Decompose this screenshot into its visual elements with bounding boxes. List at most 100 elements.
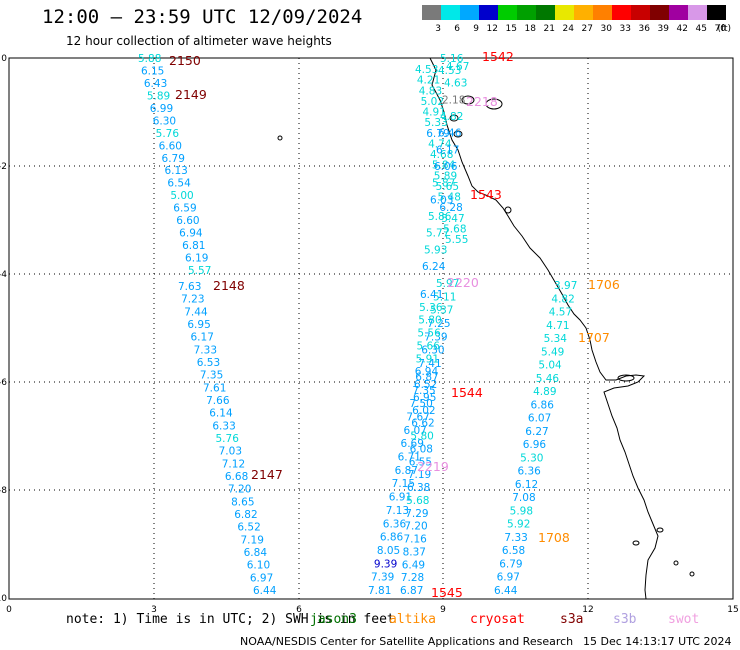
- wave-height-value: 6.96: [523, 439, 547, 451]
- map-title: 12:00 – 23:59 UTC 12/09/2024: [42, 6, 363, 28]
- wave-height-value: 2.18: [442, 94, 465, 106]
- colorbar-swatch: [422, 5, 441, 20]
- colorbar-swatch: [574, 5, 593, 20]
- wave-height-value: 6.46: [438, 128, 462, 140]
- wave-height-value: 7.19: [241, 534, 264, 546]
- colorbar-label: 33: [620, 24, 631, 34]
- colorbar-swatch: [593, 5, 612, 20]
- wave-height-value: 5.84: [432, 160, 456, 172]
- wave-height-value: 4.89: [533, 386, 556, 398]
- wave-height-value: 6.13: [164, 165, 187, 177]
- wave-height-value: 6.30: [153, 115, 176, 127]
- colorbar-swatch: [479, 5, 498, 20]
- wave-height-value: 6.82: [234, 509, 257, 521]
- wave-height-value: 5.91: [416, 353, 439, 365]
- wave-height-value: 6.94: [415, 366, 439, 378]
- wave-height-value: 6.30: [421, 345, 444, 357]
- wave-height-value: 6.24: [422, 261, 446, 273]
- wave-height-value: 7.20: [228, 484, 251, 496]
- wave-height-value: 5.87: [432, 178, 455, 190]
- island: [656, 527, 664, 533]
- wave-height-value: 8.05: [377, 545, 400, 557]
- wave-height-value: 7.41: [418, 358, 441, 370]
- wave-height-value: 6.03: [430, 194, 453, 206]
- colorbar-swatch: [517, 5, 536, 20]
- wave-height-value: 7.12: [222, 458, 245, 470]
- wave-height-value: 4.67: [446, 61, 469, 73]
- colorbar-swatch: [498, 5, 517, 20]
- wave-height-value: 6.41: [420, 289, 443, 301]
- wave-height-value: 7.50: [409, 398, 432, 410]
- wave-height-value: 7.28: [401, 572, 424, 584]
- wave-height-value: 5.04: [538, 360, 562, 372]
- generated-timestamp: 15 Dec 14:13:17 UTC 2024: [583, 635, 732, 648]
- wave-height-value: 6.62: [411, 418, 434, 430]
- wave-height-value: 6.17: [436, 144, 459, 156]
- wave-height-value: 5.98: [510, 505, 533, 517]
- wave-height-value: 5.30: [520, 452, 543, 464]
- colorbar-label: 6: [454, 24, 460, 34]
- wave-height-value: 7.15: [392, 478, 415, 490]
- colorbar-label: 36: [639, 24, 651, 34]
- colorbar-swatch: [536, 5, 555, 20]
- island: [617, 374, 635, 382]
- wave-height-value: 6.08: [410, 443, 433, 455]
- colorbar-label: 12: [487, 24, 498, 34]
- colorbar-label: 3: [435, 24, 441, 34]
- wave-height-value: 6.36: [517, 466, 541, 478]
- x-tick-label: 0: [6, 605, 12, 612]
- wave-height-value: 6.94: [179, 228, 203, 240]
- wave-height-value: 6.36: [383, 518, 407, 530]
- wave-height-value: 4.53: [415, 64, 438, 76]
- colorbar-swatch: [707, 5, 726, 20]
- wave-height-value: 5.80: [418, 315, 441, 327]
- wave-height-value: 6.52: [414, 379, 437, 391]
- colorbar-swatch: [555, 5, 574, 20]
- wave-height-value: 5.68: [443, 223, 466, 235]
- wave-height-value: 6.44: [494, 585, 518, 597]
- pass-label: 1706: [588, 277, 620, 292]
- wave-height-value: 5.56: [417, 328, 441, 340]
- colorbar-label: 45: [696, 24, 707, 34]
- wave-height-value: 6.07: [528, 413, 551, 425]
- legend-item-s3b: s3b: [613, 612, 637, 627]
- wave-height-value: 4.82: [551, 293, 574, 305]
- island: [461, 95, 475, 105]
- island: [485, 98, 503, 110]
- wave-height-value: 6.53: [197, 357, 220, 369]
- colorbar-label: 70: [715, 24, 727, 34]
- wave-height-value: 3.97: [554, 280, 577, 292]
- wave-height-value: 5.66: [417, 340, 441, 352]
- wave-height-value: 6.97: [497, 572, 520, 584]
- legend-item-swot: swot: [668, 612, 700, 627]
- pass-label: 2220: [447, 275, 479, 290]
- wave-height-value: 7.63: [178, 281, 201, 293]
- wave-height-value: 7.25: [427, 318, 450, 330]
- legend-item-cryosat: cryosat: [470, 612, 525, 627]
- wave-height-value: 8.65: [231, 496, 254, 508]
- wave-height-value: 5.76: [156, 128, 180, 140]
- colorbar-label: 15: [506, 24, 517, 34]
- wave-height-value: 6.79: [426, 128, 449, 140]
- pass-label: 2148: [213, 278, 245, 293]
- colorbar-swatch: [441, 5, 460, 20]
- colorbar-label: 39: [658, 24, 670, 34]
- wave-height-value: 8.37: [403, 546, 426, 558]
- wave-height-value: 7.33: [194, 344, 217, 356]
- x-tick-label: 12: [582, 605, 593, 612]
- wave-height-value: 5.02: [421, 96, 444, 108]
- pass-label: 1707: [578, 330, 610, 345]
- wave-height-value: 7.81: [368, 585, 391, 597]
- wave-height-value: 5.49: [541, 346, 564, 358]
- pass-label: 2147: [251, 467, 283, 482]
- pass-label: 2149: [175, 87, 207, 102]
- footnote: note: 1) Time is in UTC; 2) SWH is in fe…: [66, 612, 395, 627]
- wave-height-value: 5.34: [544, 333, 568, 345]
- island: [449, 114, 459, 122]
- colorbar-swatch: [460, 5, 479, 20]
- wave-height-value: 6.87: [400, 585, 423, 597]
- wave-height-value: 6.59: [173, 203, 196, 215]
- wave-height-value: 5.46: [536, 373, 560, 385]
- island: [632, 540, 640, 546]
- wave-height-value: 5.68: [406, 495, 429, 507]
